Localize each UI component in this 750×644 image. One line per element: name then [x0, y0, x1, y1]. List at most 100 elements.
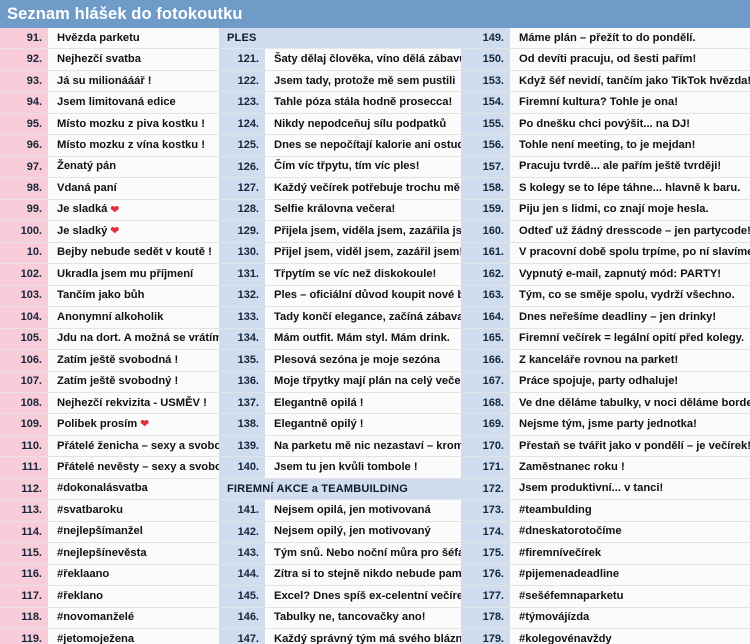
list-item-row[interactable]: 102. Ukradla jsem mu příjmení [0, 264, 219, 286]
list-item-row[interactable]: 108. Nejhezčí rekvizita - USMĚV ! [0, 392, 219, 415]
list-item-row[interactable]: 169. Nejsme tým, jsme party jednotka! [461, 414, 750, 436]
list-item-row[interactable]: 141. Nejsem opilá, jen motivovaná [219, 500, 461, 522]
list-item-row[interactable]: 114. #nejlepšímanžel [0, 521, 219, 544]
list-item-row[interactable]: 134. Mám outfit. Mám styl. Mám drink. [219, 328, 461, 351]
list-item-row[interactable]: 99. Je sladká ❤ [0, 199, 219, 222]
list-item-row[interactable]: 117. #řeklano [0, 586, 219, 608]
list-item-number: 92. [0, 49, 48, 70]
list-item-row[interactable]: 179. #kolegovénavždy [461, 629, 750, 644]
list-item-text: Nejsme tým, jsme party jednotka! [510, 414, 750, 435]
list-item-row[interactable]: 165. Firemní večírek = legální opití před… [461, 328, 750, 351]
list-item-number: 94. [0, 92, 48, 113]
list-item-text: #řeklano [48, 586, 219, 607]
list-item-row[interactable]: 135. Plesová sezóna je moje sezóna [219, 350, 461, 372]
list-item-row[interactable]: 93. Já su milionááář ! [0, 70, 219, 93]
list-item-row[interactable]: 121. Šaty dělaj člověka, víno dělá zábavu [219, 49, 461, 71]
list-item-number: 96. [0, 135, 48, 156]
list-item-row[interactable]: 119. #jetomoježena [0, 629, 219, 644]
list-item-row[interactable]: 143. Tým snů. Nebo noční můra pro šéfa? [219, 543, 461, 565]
list-item-row[interactable]: 176. #pijemenadeadline [461, 564, 750, 587]
list-item-row[interactable]: 158. S kolegy se to lépe táhne... hlavně … [461, 178, 750, 200]
list-item-row[interactable]: 106. Zatím ještě svobodná ! [0, 350, 219, 372]
list-item-row[interactable]: 173. #teambulding [461, 500, 750, 522]
list-item-row[interactable]: 146. Tabulky ne, tancovačky ano! [219, 607, 461, 630]
list-item-row[interactable]: 156. Tohle není meeting, to je mejdan! [461, 135, 750, 157]
list-item-row[interactable]: 124. Nikdy nepodceňuj sílu podpatků [219, 113, 461, 136]
list-item-row[interactable]: 142. Nejsem opilý, jen motivovaný [219, 521, 461, 544]
list-item-row[interactable]: 159. Piju jen s lidmi, co znají moje hesl… [461, 199, 750, 222]
list-item-row[interactable]: 97. Ženatý pán [0, 156, 219, 179]
list-item-row[interactable]: 107. Zatím ještě svobodný ! [0, 371, 219, 393]
list-item-row[interactable]: 177. #sešéfemnaparketu [461, 586, 750, 608]
list-item-row[interactable]: 137. Elegantně opilá ! [219, 392, 461, 415]
list-item-row[interactable]: 10. Bejby nebude sedět v koutě ! [0, 242, 219, 265]
list-item-row[interactable]: 133. Tady končí elegance, začíná zábava! [219, 307, 461, 329]
list-item-row[interactable]: 136. Moje třpytky mají plán na celý večer… [219, 371, 461, 393]
list-item-row[interactable]: 130. Přijel jsem, viděl jsem, zazářil jse… [219, 242, 461, 265]
list-item-row[interactable]: 131. Třpytím se víc než diskokoule! [219, 264, 461, 286]
list-item-row[interactable]: 174. #dneskatorotočíme [461, 521, 750, 544]
section-header-row[interactable]: FIREMNÍ AKCE a TEAMBUILDING [219, 478, 461, 501]
list-item-row[interactable]: 149. Máme plán – přežít to do pondělí. [461, 28, 750, 50]
list-item-row[interactable]: 122. Jsem tady, protože mě sem pustili [219, 70, 461, 93]
list-item-row[interactable]: 172. Jsem produktivní... v tanci! [461, 478, 750, 501]
list-item-row[interactable]: 166. Z kanceláře rovnou na parket! [461, 350, 750, 372]
list-item-row[interactable]: 111.Přátelé nevěsty – sexy a svobodní! [0, 457, 219, 479]
list-item-row[interactable]: 98. Vdaná paní [0, 178, 219, 200]
list-item-row[interactable]: 123. Tahle póza stála hodně prosecca! [219, 92, 461, 114]
list-item-row[interactable]: 160. Odteď už žádný dresscode – jen party… [461, 221, 750, 243]
list-item-row[interactable]: 105. Jdu na dort. A možná se vrátím ! [0, 328, 219, 351]
list-item-row[interactable]: 118. #novomanželé [0, 607, 219, 630]
list-item-row[interactable]: 171. Zaměstnanec roku ! [461, 457, 750, 479]
list-item-row[interactable]: 127. Každý večírek potřebuje trochu mě! [219, 178, 461, 200]
list-item-row[interactable]: 113. #svatbaroku [0, 500, 219, 522]
list-item-row[interactable]: 140. Jsem tu jen kvůli tombole ! [219, 457, 461, 479]
list-item-row[interactable]: 91. Hvězda parketu [0, 28, 219, 50]
list-item-row[interactable]: 95. Místo mozku z piva kostku ! [0, 113, 219, 136]
list-item-row[interactable]: 115. #nejlepšínevěsta [0, 543, 219, 565]
list-item-row[interactable]: 126. Čím víc třpytu, tím víc ples! [219, 156, 461, 179]
list-item-row[interactable]: 139.Na parketu mě nic nezastaví – kromě … [219, 435, 461, 458]
list-item-row[interactable]: 147. Každý správný tým má svého blázna. [219, 629, 461, 644]
list-item-row[interactable]: 167. Práce spojuje, party odhaluje! [461, 371, 750, 393]
list-item-row[interactable]: 161. V pracovní době spolu trpíme, po ní … [461, 242, 750, 265]
list-item-row[interactable]: 112. #dokonalásvatba [0, 478, 219, 501]
list-item-row[interactable]: 138. Elegantně opilý ! [219, 414, 461, 436]
list-item-row[interactable]: 109. Polibek prosím ❤ [0, 414, 219, 436]
list-item-row[interactable]: 125. Dnes se nepočítají kalorie ani ostud… [219, 135, 461, 157]
list-item-row[interactable]: 168. Ve dne děláme tabulky, v noci děláme… [461, 392, 750, 415]
list-item-number: 113. [0, 500, 48, 521]
list-item-row[interactable]: 128. Selfie královna večera! [219, 199, 461, 222]
list-item-row[interactable]: 175. #firemnívečírek [461, 543, 750, 565]
list-item-row[interactable]: 170. Přestaň se tvářit jako v pondělí – j… [461, 435, 750, 458]
list-item-row[interactable]: 144.Zítra si to stejně nikdo nebude pama… [219, 564, 461, 587]
list-item-text: #dneskatorotočíme [510, 521, 750, 543]
list-item-row[interactable]: 103. Tančím jako bůh [0, 285, 219, 308]
list-item-row[interactable]: 94. Jsem limitovaná edice [0, 92, 219, 114]
list-item-row[interactable]: 163. Tým, co se směje spolu, vydrží všech… [461, 285, 750, 308]
list-item-row[interactable]: 132. Ples – oficiální důvod koupit nové b… [219, 285, 461, 308]
list-item-row[interactable]: 154. Firemní kultura? Tohle je ona! [461, 92, 750, 114]
list-item-row[interactable]: 157. Pracuju tvrdě... ale pařím ještě tvr… [461, 156, 750, 179]
section-header-row[interactable]: PLES [219, 28, 461, 50]
list-item-row[interactable]: 153. Když šéf nevidí, tančím jako TikTok … [461, 70, 750, 93]
list-item-row[interactable]: 178. #týmovájízda [461, 607, 750, 630]
list-item-row[interactable]: 100. Je sladký ❤ [0, 221, 219, 243]
list-item-row[interactable]: 116. #řeklaano [0, 564, 219, 587]
list-item-row[interactable]: 104. Anonymní alkoholik [0, 307, 219, 329]
list-item-row[interactable]: 155. Po dnešku chci povýšit... na DJ! [461, 113, 750, 136]
list-item-row[interactable]: 164. Dnes neřešíme deadliny – jen drinky! [461, 307, 750, 329]
list-item-number: 137. [219, 392, 265, 414]
list-item-number: 162. [461, 264, 510, 285]
list-item-row[interactable]: 150. Od devíti pracuju, od šesti pařím! [461, 49, 750, 71]
list-item-row[interactable]: 110.Přátelé ženicha – sexy a svobodní! [0, 435, 219, 458]
list-item-text: Je sladká ❤ [48, 199, 219, 221]
list-item-row[interactable]: 96. Místo mozku z vína kostku ! [0, 135, 219, 157]
list-item-row[interactable]: 92. Nejhezčí svatba [0, 49, 219, 71]
list-item-text: Zatím ještě svobodná ! [48, 350, 219, 371]
list-item-text: Přátelé ženicha – sexy a svobodní! [48, 435, 219, 457]
list-item-row[interactable]: 145. Excel? Dnes spíš ex-celentní večírek… [219, 586, 461, 608]
list-item-row[interactable]: 129. Přijela jsem, viděla jsem, zazářila … [219, 221, 461, 243]
list-item-text: Místo mozku z vína kostku ! [48, 135, 219, 156]
list-item-row[interactable]: 162. Vypnutý e-mail, zapnutý mód: PARTY! [461, 264, 750, 286]
